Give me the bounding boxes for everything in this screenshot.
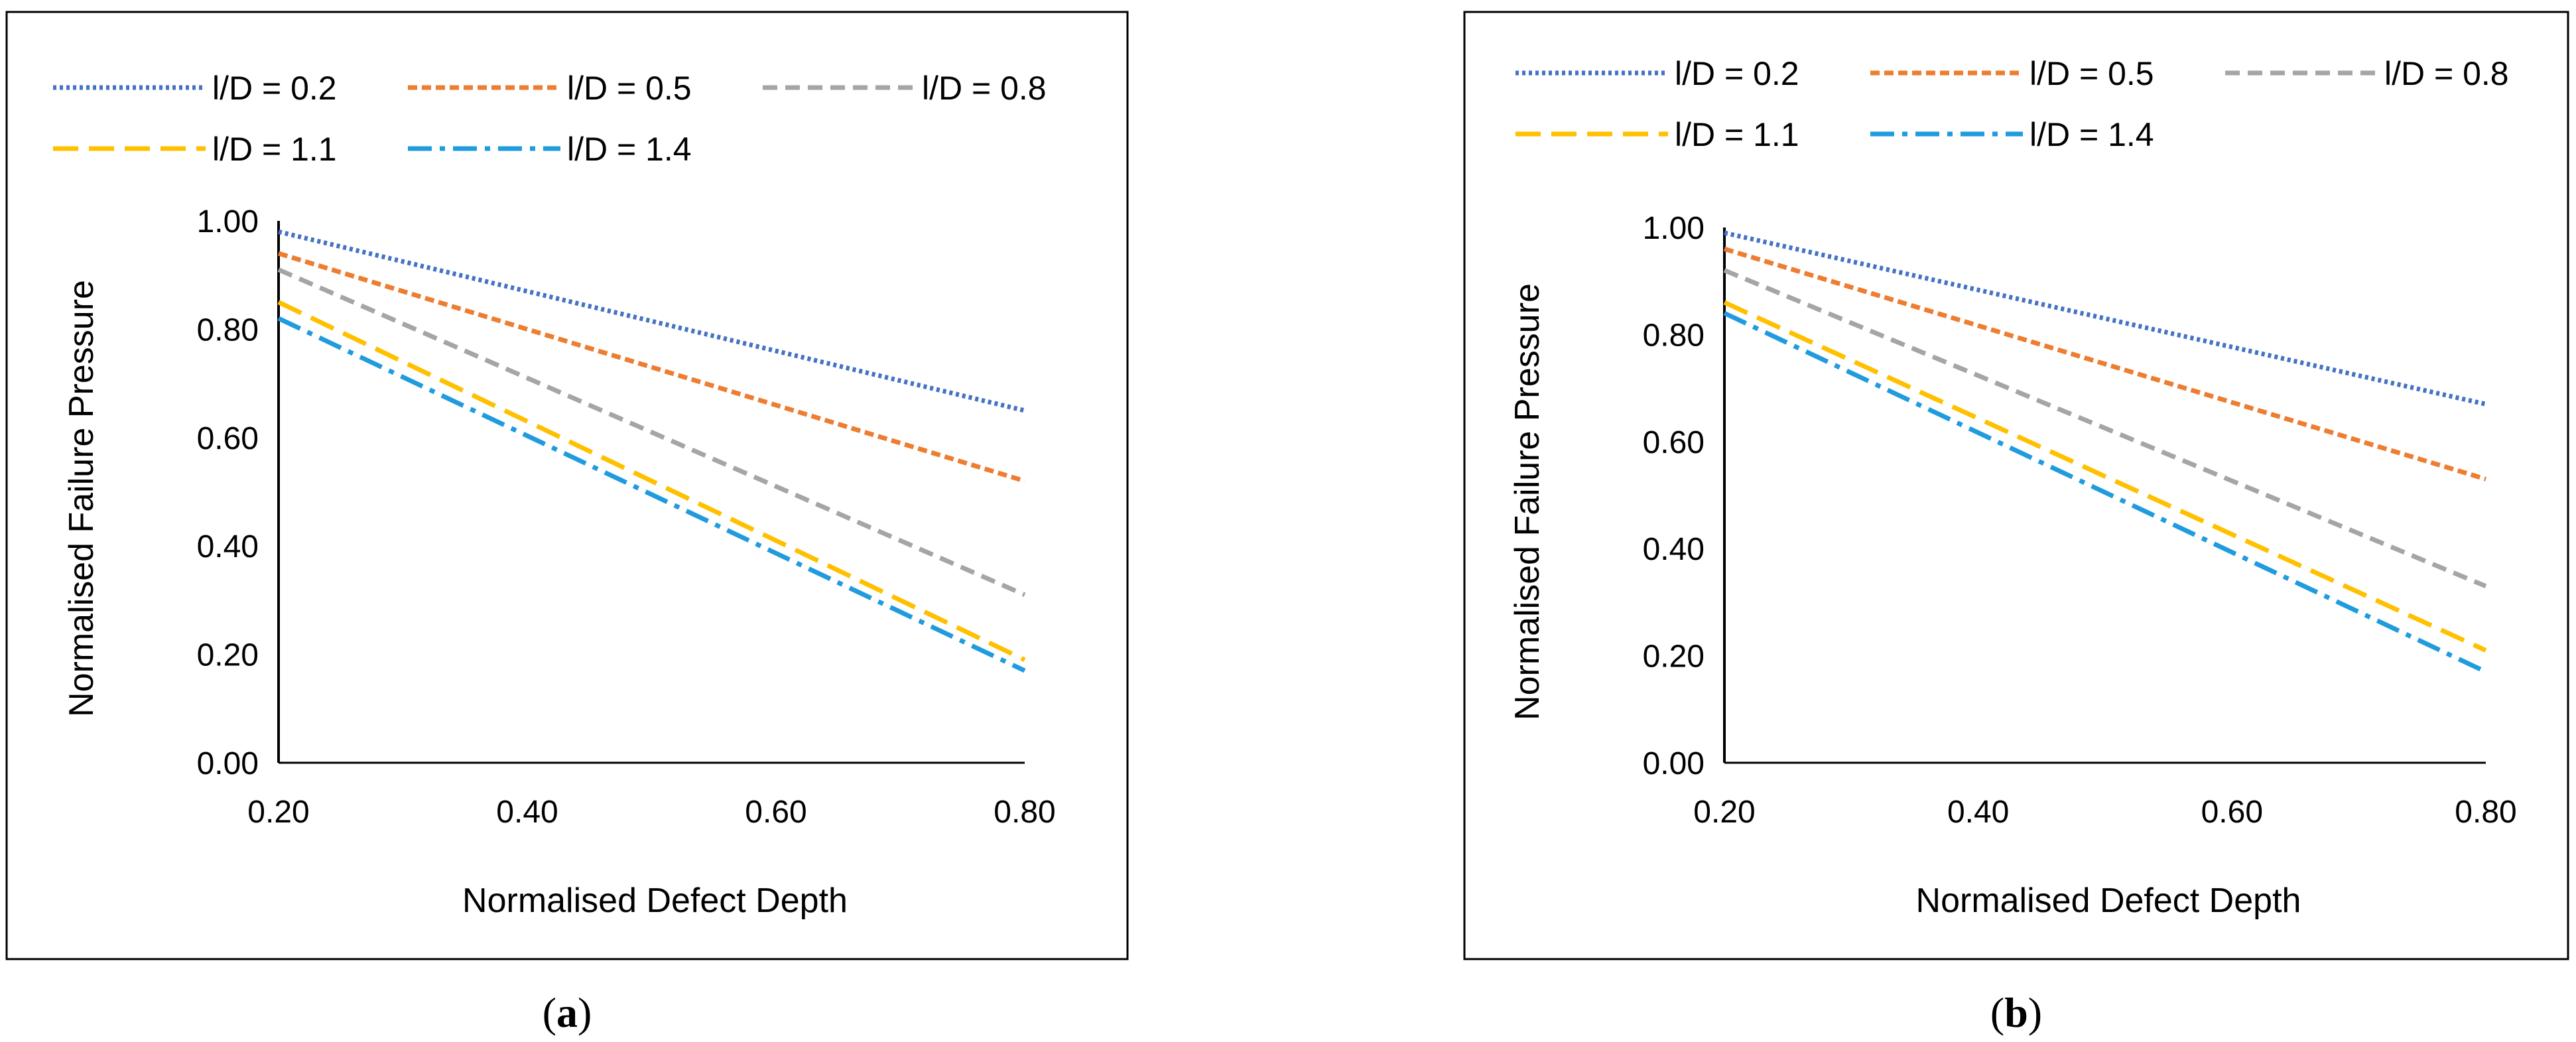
y-tick-label: 0.40 bbox=[197, 529, 259, 564]
x-tick-label: 0.40 bbox=[1947, 795, 2009, 830]
y-tick-label: 0.00 bbox=[1643, 746, 1705, 781]
legend-label-1: l/D = 0.2 bbox=[1675, 55, 1799, 92]
x-tick-label: 0.40 bbox=[496, 795, 558, 830]
y-tick-label: 0.80 bbox=[1643, 318, 1705, 353]
legend-label-4: l/D = 1.1 bbox=[212, 131, 337, 168]
series-line-4 bbox=[277, 300, 1026, 662]
series-line-5 bbox=[277, 316, 1026, 673]
chart-frame bbox=[5, 11, 1129, 960]
x-axis-title: Normalised Defect Depth bbox=[462, 881, 848, 920]
chart-panel-b: 0.00 0.20 0.40 0.60 0.80 1.00 0.20 0.40 0.60 0.80… bbox=[1463, 11, 2569, 960]
x-tick-label: 0.20 bbox=[247, 795, 309, 830]
series-line-2 bbox=[277, 251, 1026, 484]
series-line-2 bbox=[1723, 246, 2487, 482]
legend-label-4: l/D = 1.1 bbox=[1675, 116, 1799, 153]
legend-label-2: l/D = 0.5 bbox=[567, 70, 692, 107]
series-line-5 bbox=[1723, 310, 2487, 674]
chart-panel-a: 0.00 0.20 0.40 0.60 0.80 1.00 0.20 0.40 0.60 0.80… bbox=[5, 11, 1129, 960]
y-tick-label: 0.20 bbox=[197, 638, 259, 673]
y-tick-label: 0.80 bbox=[197, 312, 259, 348]
legend-label-3: l/D = 0.8 bbox=[922, 70, 1047, 107]
x-tick-label: 0.80 bbox=[994, 795, 1055, 830]
y-tick-label: 0.00 bbox=[197, 746, 259, 781]
x-axis-title: Normalised Defect Depth bbox=[1916, 881, 2301, 920]
y-tick-label: 0.20 bbox=[1643, 639, 1705, 675]
legend-label-1: l/D = 0.2 bbox=[212, 70, 337, 107]
series-line-1 bbox=[278, 229, 1025, 413]
series-line-3 bbox=[1723, 268, 2487, 588]
y-tick-label: 0.40 bbox=[1643, 532, 1705, 567]
legend-label-5: l/D = 1.4 bbox=[2029, 116, 2154, 153]
legend: l/D = 0.2 l/D = 0.5 l/D = 0.8 l/D = 1.1 l/D … bbox=[53, 70, 1047, 168]
legend-label-3: l/D = 0.8 bbox=[2384, 55, 2509, 92]
y-tick-label: 0.60 bbox=[197, 421, 259, 456]
x-tick-label: 0.60 bbox=[2201, 795, 2263, 830]
series-line-1 bbox=[1724, 230, 2486, 407]
x-tick-label: 0.60 bbox=[745, 795, 806, 830]
x-tick-label: 0.20 bbox=[1693, 795, 1755, 830]
series-line-4 bbox=[1723, 300, 2487, 653]
y-tick-label: 1.00 bbox=[1643, 211, 1705, 246]
legend: l/D = 0.2 l/D = 0.5 l/D = 0.8 l/D = 1.1 l/D … bbox=[1515, 55, 2509, 153]
chart-frame bbox=[1463, 11, 2569, 960]
panel-caption: (a) bbox=[543, 989, 592, 1036]
legend-label-2: l/D = 0.5 bbox=[2029, 55, 2154, 92]
y-axis-title: Normalised Failure Pressure bbox=[1508, 283, 1547, 720]
y-tick-label: 1.00 bbox=[197, 204, 259, 239]
series-line-3 bbox=[277, 267, 1026, 597]
x-tick-label: 0.80 bbox=[2455, 795, 2516, 830]
y-tick-label: 0.60 bbox=[1643, 425, 1705, 460]
panel-caption: (b) bbox=[1990, 989, 2042, 1036]
legend-label-5: l/D = 1.4 bbox=[567, 131, 692, 168]
y-axis-title: Normalised Failure Pressure bbox=[62, 280, 101, 717]
